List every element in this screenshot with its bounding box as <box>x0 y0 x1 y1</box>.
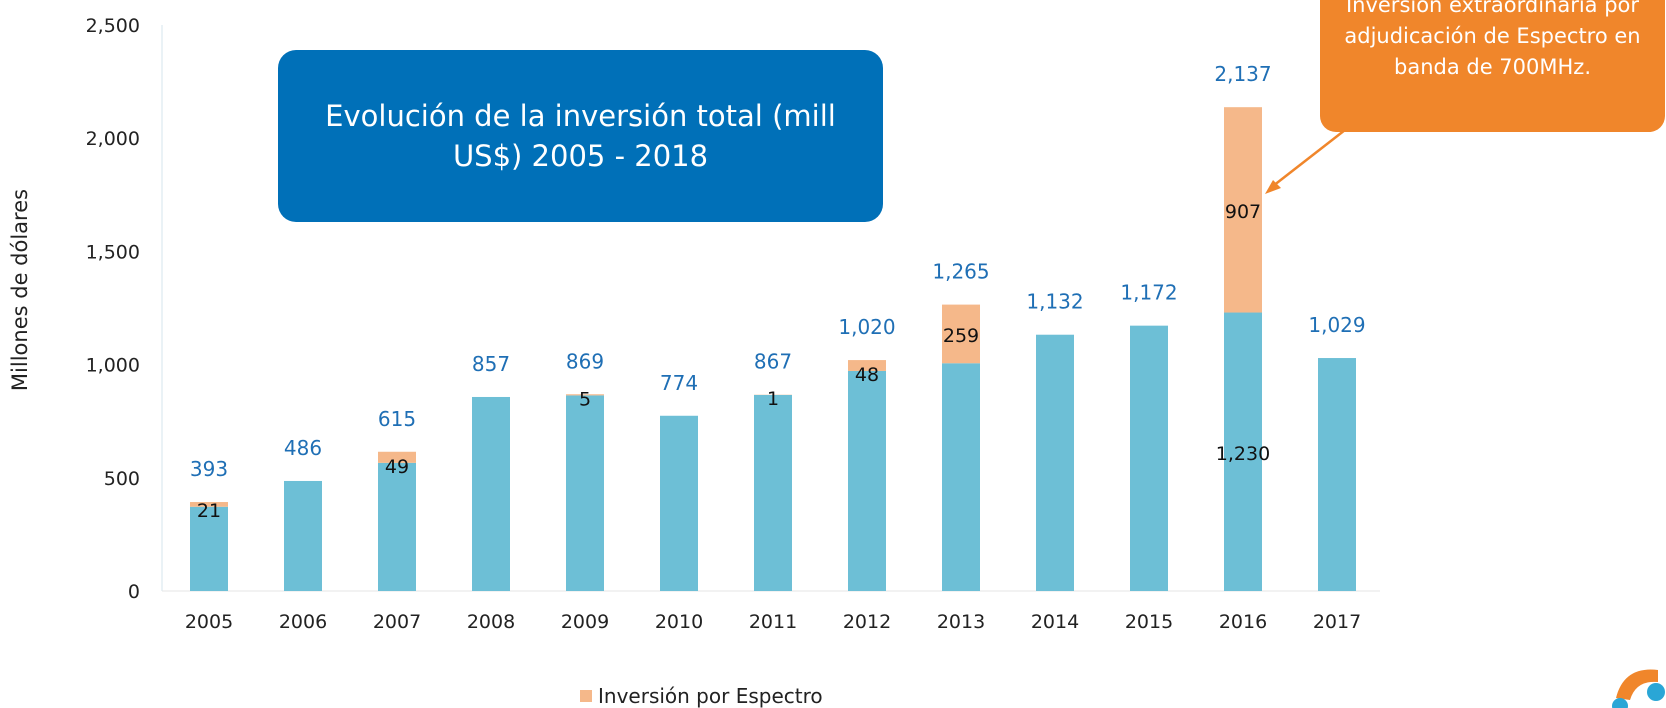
y-tick-label: 2,500 <box>86 15 140 37</box>
y-tick-label: 500 <box>104 468 140 490</box>
bar-spectrum <box>566 394 604 396</box>
y-tick-label: 0 <box>128 581 140 603</box>
legend-label-spectrum: Inversión por Espectro <box>598 684 823 708</box>
spectrum-value-label: 48 <box>855 364 879 386</box>
total-value-label: 867 <box>754 350 792 374</box>
x-tick-label: 2015 <box>1125 611 1173 633</box>
x-tick-label: 2012 <box>843 611 891 633</box>
base-value-label: 1,230 <box>1216 443 1270 465</box>
callout-text: Inversión extraordinaria por adjudicació… <box>1344 0 1641 79</box>
total-value-label: 2,137 <box>1214 62 1271 86</box>
total-value-label: 1,172 <box>1120 281 1177 305</box>
bar-spectrum <box>378 451 416 463</box>
bar-base <box>284 480 322 591</box>
chart-title: Evolución de la inversión total (mill US… <box>325 99 836 173</box>
spectrum-callout: Inversión extraordinaria por adjudicació… <box>1320 0 1665 132</box>
bar-base <box>660 415 698 591</box>
callout-arrow-line <box>1272 129 1346 187</box>
spectrum-value-label: 259 <box>943 325 979 347</box>
bar-base <box>1130 325 1168 591</box>
bar-base <box>848 370 886 591</box>
x-tick-label: 2014 <box>1031 611 1079 633</box>
total-value-label: 1,020 <box>838 315 895 339</box>
x-tick-label: 2009 <box>561 611 609 633</box>
total-value-label: 774 <box>660 371 698 395</box>
bar-spectrum <box>190 502 228 507</box>
total-value-label: 393 <box>190 457 228 481</box>
total-value-label: 615 <box>378 407 416 431</box>
bar-base <box>472 396 510 591</box>
bar-base <box>1224 312 1262 591</box>
x-tick-label: 2007 <box>373 611 421 633</box>
bar-spectrum <box>1224 107 1262 313</box>
spectrum-value-label: 1 <box>767 388 779 410</box>
chart-title-box: Evolución de la inversión total (mill US… <box>278 50 883 222</box>
spectrum-value-label: 907 <box>1225 201 1261 223</box>
total-value-label: 869 <box>566 349 604 373</box>
bar-base <box>566 395 604 591</box>
x-tick-label: 2013 <box>937 611 985 633</box>
spectrum-value-label: 5 <box>579 388 591 410</box>
legend-swatch-spectrum <box>580 690 592 702</box>
bar-spectrum <box>848 360 886 371</box>
bar-base <box>190 506 228 591</box>
x-tick-label: 2011 <box>749 611 797 633</box>
total-value-label: 1,265 <box>932 260 989 284</box>
x-tick-label: 2010 <box>655 611 703 633</box>
bar-base <box>1318 358 1356 591</box>
x-tick-label: 2017 <box>1313 611 1361 633</box>
total-value-label: 857 <box>472 352 510 376</box>
bar-spectrum <box>942 304 980 364</box>
y-tick-label: 1,000 <box>86 355 140 377</box>
bar-base <box>378 462 416 591</box>
logo-icon <box>1612 669 1665 708</box>
total-value-label: 486 <box>284 436 322 460</box>
total-value-label: 1,029 <box>1308 313 1365 337</box>
y-tick-label: 1,500 <box>86 241 140 263</box>
bar-base <box>942 363 980 591</box>
y-tick-label: 2,000 <box>86 128 140 150</box>
x-tick-label: 2008 <box>467 611 515 633</box>
bar-base <box>1036 334 1074 591</box>
x-tick-label: 2005 <box>185 611 233 633</box>
total-value-label: 1,132 <box>1026 290 1083 314</box>
legend: Inversión por Espectro <box>580 684 823 708</box>
x-tick-label: 2006 <box>279 611 327 633</box>
spectrum-value-label: 21 <box>197 500 221 522</box>
y-axis-label: Millones de dólares <box>8 188 32 392</box>
spectrum-value-label: 49 <box>385 456 409 478</box>
x-tick-label: 2016 <box>1219 611 1267 633</box>
callout-arrow-head <box>1265 180 1281 194</box>
bar-base <box>754 394 792 591</box>
